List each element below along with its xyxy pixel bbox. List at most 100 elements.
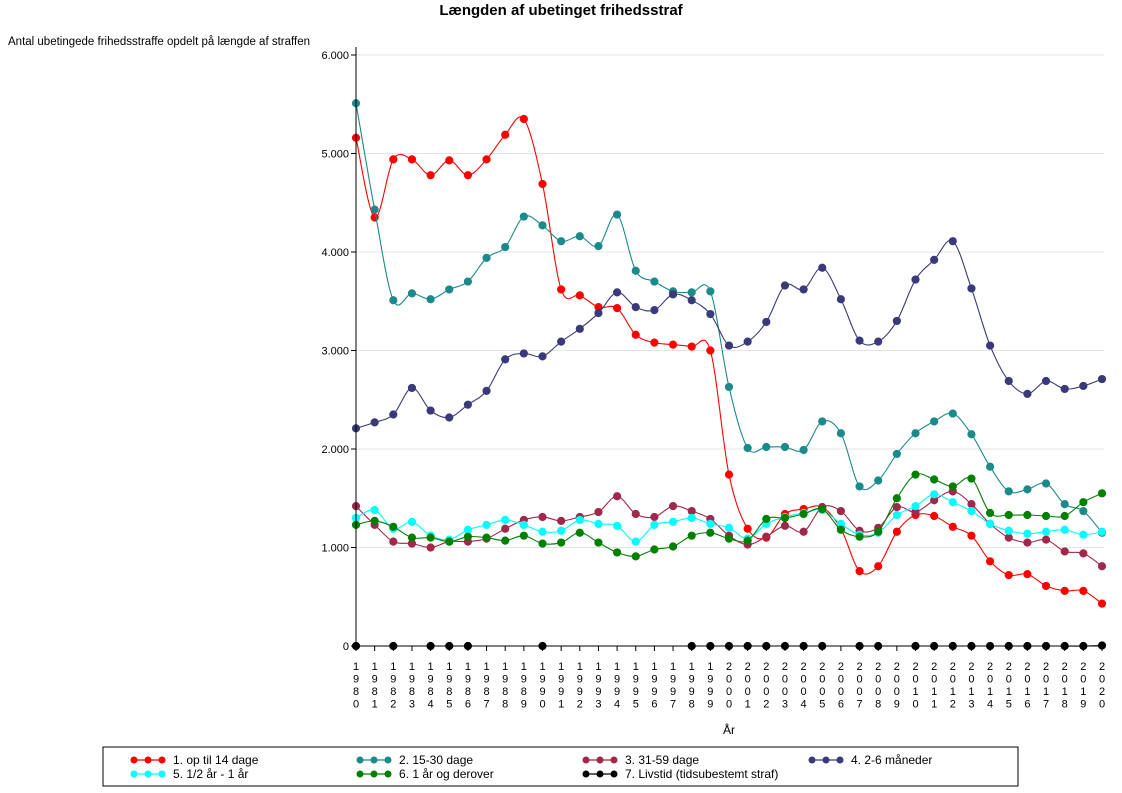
data-point: [948, 482, 957, 491]
data-point: [818, 417, 827, 426]
legend-swatch-marker: [384, 770, 392, 778]
axes: 0 1.000 2.000 3.000 4.000 5.000 6.000 1 9 8 0 1 9 8 1 1…: [321, 47, 1105, 711]
data-point: [557, 516, 566, 526]
y-tick-label: 5.000: [321, 149, 349, 161]
data-point: [1041, 527, 1051, 536]
data-point: [1004, 510, 1013, 520]
legend-swatch-marker: [610, 770, 618, 778]
data-point: [930, 255, 939, 264]
data-point: [930, 511, 939, 521]
data-point: [594, 519, 603, 528]
data-point: [874, 562, 883, 571]
data-point: [762, 442, 771, 452]
series-line: [355, 239, 1103, 429]
data-point: [575, 291, 584, 300]
series-line: [355, 103, 1103, 534]
data-point: [892, 527, 901, 536]
data-point: [463, 171, 472, 180]
data-point: [426, 295, 435, 304]
data-point: [687, 531, 696, 540]
data-point: [370, 418, 379, 427]
y-tick-label: 3.000: [321, 346, 349, 358]
data-point: [986, 557, 995, 566]
legend: 1. op til 14 dage 2. 15-30 dage 3. 31-59 d…: [102, 746, 1019, 787]
data-point: [668, 340, 678, 349]
data-point: [668, 542, 678, 551]
data-point: [1097, 599, 1107, 608]
data-point: [948, 237, 957, 246]
data-point: [1097, 527, 1107, 536]
data-point: [594, 308, 603, 318]
legend-item-1: 1. op til 14 dage: [130, 753, 259, 767]
data-point: [967, 474, 976, 483]
legend-swatch-marker: [370, 770, 378, 778]
legend-label: 4. 2-6 måneder: [851, 753, 932, 767]
legend-item-4: 4. 2-6 måneder: [808, 753, 932, 767]
data-point: [1060, 384, 1069, 394]
data-point: [706, 346, 715, 355]
data-point: [687, 296, 696, 305]
data-point: [613, 288, 622, 297]
legend-label: 6. 1 år og derover: [399, 767, 494, 781]
data-point: [519, 520, 528, 529]
data-point: [892, 449, 901, 459]
legend-item-5: 5. 1/2 år - 1 år: [130, 767, 248, 781]
legend-swatch-marker: [356, 756, 364, 764]
data-point: [650, 306, 659, 315]
data-point: [780, 281, 790, 290]
data-point: [780, 442, 790, 452]
data-point: [986, 341, 995, 350]
data-point: [445, 285, 454, 294]
data-point: [743, 536, 752, 545]
data-point: [874, 527, 883, 536]
data-point: [706, 528, 715, 537]
legend-swatch-marker: [610, 756, 618, 764]
data-point: [687, 513, 696, 523]
data-point: [762, 317, 771, 327]
series-layer: [351, 99, 1107, 651]
data-point: [557, 237, 566, 246]
data-point: [575, 232, 584, 241]
data-point: [1004, 526, 1013, 535]
data-point: [519, 531, 528, 540]
data-point: [426, 533, 435, 542]
data-point: [426, 543, 435, 552]
data-point: [407, 517, 417, 526]
data-point: [557, 538, 566, 547]
legend-swatch-marker: [596, 770, 604, 778]
data-point: [967, 506, 976, 516]
data-point: [650, 520, 659, 529]
data-point: [613, 492, 622, 501]
data-point: [855, 482, 864, 491]
chart-title: Længden af ubetinget frihedsstraf: [439, 2, 683, 19]
data-point: [892, 503, 901, 512]
legend-label: 2. 15-30 dage: [399, 753, 473, 767]
legend-swatch-marker: [158, 770, 166, 778]
data-point: [892, 510, 901, 520]
data-point: [1023, 538, 1032, 547]
legend-item-7: 7. Livstid (tidsubestemt straf): [582, 767, 778, 781]
data-point: [631, 330, 640, 339]
data-point: [892, 494, 901, 503]
data-point: [911, 429, 920, 438]
data-point: [557, 285, 566, 294]
legend-item-3: 3. 31-59 dage: [582, 753, 699, 767]
data-point: [575, 324, 584, 333]
data-point: [650, 338, 659, 347]
